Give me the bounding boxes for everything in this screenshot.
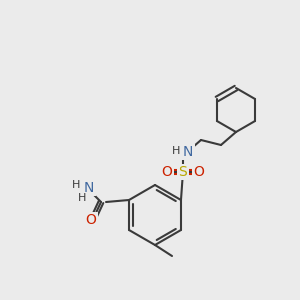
Text: O: O <box>194 165 204 179</box>
Text: H: H <box>78 193 86 203</box>
Text: S: S <box>178 165 188 179</box>
Text: N: N <box>183 145 193 159</box>
Text: H: H <box>172 146 180 156</box>
Text: O: O <box>85 213 97 227</box>
Text: N: N <box>84 181 94 195</box>
Text: O: O <box>161 165 172 179</box>
Text: H: H <box>72 180 80 190</box>
